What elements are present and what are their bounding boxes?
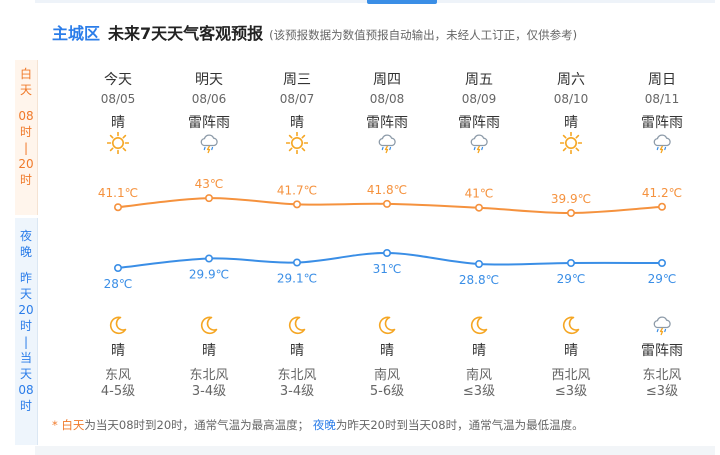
thunderstorm-icon: [468, 132, 490, 154]
footnote-day-label: 白天: [61, 418, 85, 432]
forecast-header: 主城区 未来7天天气客观预报 (该预报数据为数值预报自动输出，未经人工订正，仅供…: [52, 20, 577, 44]
daytime-label: 白天 08 时 | 20 时: [15, 60, 38, 215]
wind-level: 5-6级: [369, 384, 405, 399]
side-label-char: 20: [18, 303, 34, 317]
night-condition: 雷阵雨: [641, 343, 683, 359]
wind-direction: 东风: [104, 368, 131, 383]
wind-direction: 东北风: [189, 368, 229, 383]
sun-icon: [559, 131, 583, 155]
wind-level: 4-5级: [100, 384, 136, 399]
day-name: 周六: [557, 72, 585, 88]
district-name[interactable]: 主城区: [52, 24, 101, 43]
side-label-char: 昨: [19, 271, 32, 285]
day-condition: 晴: [564, 115, 578, 131]
footnote-night-text: 为昨天20时到当天08时，通常气温为最低温度。: [335, 418, 584, 432]
day-name: 周四: [373, 72, 401, 88]
side-label-char: 08: [18, 109, 34, 123]
wind-level: 3-4级: [191, 384, 227, 399]
footnote-day-text: 为当天08时到20时，通常气温为最高温度；: [84, 418, 310, 432]
day-condition: 雷阵雨: [458, 115, 500, 131]
side-label-char: |: [23, 335, 29, 349]
day-name: 周三: [283, 72, 311, 88]
side-label-char: 时: [19, 125, 32, 139]
day-date: 08/08: [369, 92, 405, 106]
day-date: 08/07: [279, 92, 315, 106]
wind-direction: 西北风: [551, 368, 591, 383]
day-condition: 雷阵雨: [366, 115, 408, 131]
wind-level: 3-4级: [279, 384, 315, 399]
thunderstorm-icon: [198, 132, 220, 154]
side-label-char: 天: [19, 367, 32, 381]
scroll-indicator: [367, 0, 437, 4]
side-label-char: 天: [19, 83, 32, 97]
footnote: * 白天为当天08时到20时，通常气温为最高温度； 夜晚为昨天20时到当天08时…: [52, 417, 584, 433]
forecast-day-column: 明天 08/06 雷阵雨 晴 东北风 3-4级: [163, 0, 255, 455]
moon-icon: [198, 314, 220, 336]
wind-direction: 东北风: [642, 368, 682, 383]
day-date: 08/10: [553, 92, 589, 106]
day-name: 明天: [195, 72, 223, 88]
side-label-char: [15, 98, 37, 108]
page-title: 未来7天天气客观预报: [108, 24, 264, 43]
footnote-star: *: [52, 418, 58, 432]
day-date: 08/11: [644, 92, 680, 106]
moon-icon: [376, 314, 398, 336]
sun-icon: [285, 131, 309, 155]
forecast-day-column: 今天 08/05 晴 晴 东风 4-5级: [72, 0, 164, 455]
moon-icon: [107, 314, 129, 336]
side-label-char: 08: [18, 383, 34, 397]
day-condition: 晴: [290, 115, 304, 131]
moon-icon: [468, 314, 490, 336]
day-condition: 雷阵雨: [641, 115, 683, 131]
side-label-char: [15, 260, 37, 270]
forecast-day-column: 周五 08/09 雷阵雨 晴 南风 ≤3级: [433, 0, 525, 455]
footnote-night-label: 夜晚: [312, 418, 336, 432]
sun-icon: [106, 131, 130, 155]
nighttime-label: 夜晚昨天 20 时 | 当天 08 时: [15, 218, 38, 445]
side-label-char: 时: [19, 399, 32, 413]
night-condition: 晴: [564, 343, 578, 359]
side-label-char: 当: [19, 351, 32, 365]
side-label-char: 20: [18, 157, 34, 171]
thunderstorm-icon: [651, 132, 673, 154]
forecast-day-column: 周三 08/07 晴 晴 东北风 3-4级: [251, 0, 343, 455]
bottom-border: [35, 446, 715, 455]
night-condition: 晴: [111, 343, 125, 359]
night-condition: 晴: [472, 343, 486, 359]
day-condition: 雷阵雨: [188, 115, 230, 131]
wind-direction: 东北风: [277, 368, 317, 383]
thunderstorm-icon: [651, 314, 673, 336]
forecast-day-column: 周六 08/10 晴 晴 西北风 ≤3级: [525, 0, 617, 455]
day-date: 08/09: [461, 92, 497, 106]
side-label-char: 晚: [19, 245, 32, 259]
forecast-disclaimer: (该预报数据为数值预报自动输出，未经人工订正，仅供参考): [269, 28, 578, 42]
side-label-char: 夜: [19, 229, 32, 243]
side-label-char: 天: [19, 287, 32, 301]
wind-level: ≤3级: [645, 384, 679, 399]
forecast-day-column: 周四 08/08 雷阵雨 晴 南风 5-6级: [341, 0, 433, 455]
side-label-char: 白: [19, 67, 32, 81]
side-label-char: 时: [19, 173, 32, 187]
forecast-day-column: 周日 08/11 雷阵雨 雷阵雨 东北风 ≤3级: [616, 0, 708, 455]
wind-direction: 南风: [373, 368, 400, 383]
side-label-char: 时: [19, 319, 32, 333]
day-condition: 晴: [111, 115, 125, 131]
night-condition: 晴: [202, 343, 216, 359]
day-date: 08/05: [100, 92, 136, 106]
thunderstorm-icon: [376, 132, 398, 154]
day-date: 08/06: [191, 92, 227, 106]
wind-level: ≤3级: [554, 384, 588, 399]
wind-level: ≤3级: [462, 384, 496, 399]
day-name: 周日: [648, 72, 676, 88]
moon-icon: [560, 314, 582, 336]
side-label-char: |: [23, 141, 29, 155]
wind-direction: 南风: [465, 368, 492, 383]
night-condition: 晴: [290, 343, 304, 359]
night-condition: 晴: [380, 343, 394, 359]
moon-icon: [286, 314, 308, 336]
day-name: 今天: [104, 72, 132, 88]
day-name: 周五: [465, 72, 493, 88]
